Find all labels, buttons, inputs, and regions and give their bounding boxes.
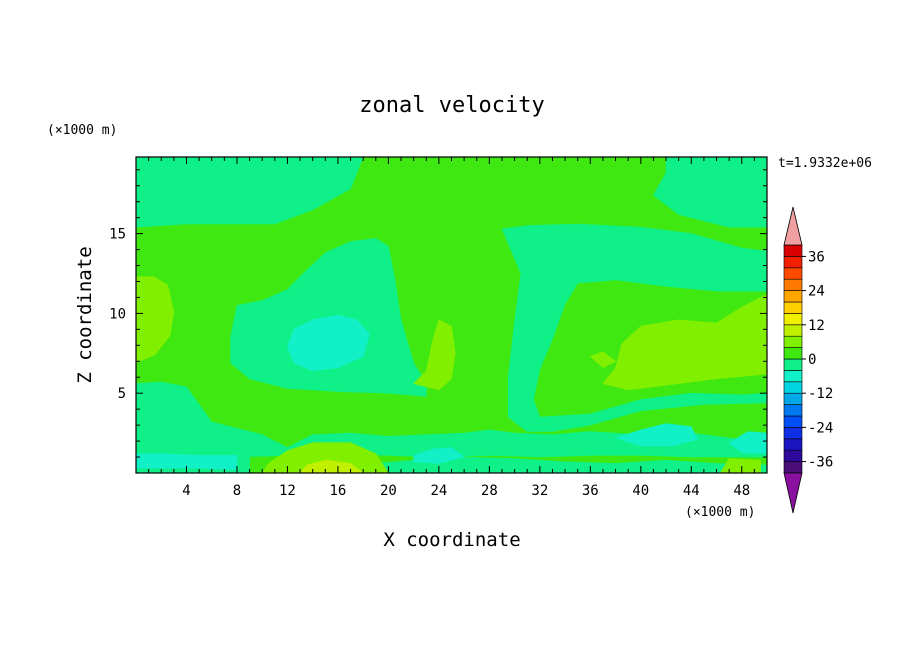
- colorbar-swatch: [783, 370, 803, 383]
- y-axis-label: Z coordinate: [74, 246, 96, 383]
- y-tick-label: 5: [118, 386, 126, 402]
- x-tick-label: 28: [481, 483, 498, 499]
- colorbar-swatch: [783, 267, 803, 280]
- colorbar-swatch: [783, 449, 803, 462]
- contour-region-9: [136, 453, 238, 471]
- colorbar-swatch: [783, 358, 803, 371]
- colorbar-swatch: [783, 461, 803, 474]
- colorbar-swatch: [783, 427, 803, 440]
- colorbar-tick-label: 24: [808, 284, 825, 300]
- colorbar-swatch: [783, 381, 803, 394]
- colorbar-swatch: [783, 347, 803, 360]
- x-tick-label: 20: [380, 483, 397, 499]
- x-unit-label: (×1000 m): [685, 505, 755, 520]
- contour-region-11: [615, 423, 698, 447]
- contour-region-10: [413, 447, 465, 464]
- colorbar-swatch: [783, 301, 803, 314]
- z-unit-label: (×1000 m): [47, 123, 117, 138]
- colorbar-swatch: [783, 244, 803, 257]
- contour-region-19: [299, 459, 364, 473]
- x-tick-label: 12: [279, 483, 296, 499]
- x-tick-label: 44: [683, 483, 700, 499]
- plot-area: [136, 157, 767, 473]
- x-axis: 4 8 12 16 20 24 28 32 36 40 44 48: [148, 157, 755, 499]
- colorbar-over-arrow: [783, 206, 803, 246]
- contour-region-18: [719, 458, 762, 473]
- colorbar-swatch: [783, 415, 803, 428]
- colorbar-swatch: [783, 313, 803, 326]
- colorbar-swatch: [783, 256, 803, 269]
- x-tick-label: 16: [329, 483, 346, 499]
- y-axis: 5 10 15: [109, 169, 767, 458]
- colorbar-swatch: [783, 438, 803, 451]
- contour-region-16: [589, 351, 616, 369]
- colorbar: 36 24 12 0 -12 -24 -36: [783, 206, 833, 514]
- colorbar-swatch: [783, 404, 803, 417]
- y-tick-label: 15: [109, 227, 126, 243]
- x-tick-label: 48: [733, 483, 750, 499]
- contour-region-8: [287, 314, 370, 372]
- y-tick-label: 10: [109, 306, 126, 322]
- contour-region-14: [413, 319, 456, 391]
- colorbar-tick-label: 36: [808, 249, 825, 265]
- colorbar-swatch: [783, 392, 803, 405]
- x-tick-label: 36: [582, 483, 599, 499]
- colorbar-tick-label: -24: [808, 420, 833, 436]
- colorbar-swatch: [783, 335, 803, 348]
- colorbar-tick-label: 12: [808, 318, 825, 334]
- x-tick-label: 40: [632, 483, 649, 499]
- colorbar-under-arrow: [783, 472, 803, 514]
- x-tick-label: 8: [233, 483, 241, 499]
- time-label: t=1.9332e+06: [778, 156, 872, 171]
- colorbar-tick-label: 0: [808, 352, 816, 368]
- contour-region-3: [501, 223, 767, 432]
- contour-region-1: [136, 157, 364, 228]
- colorbar-tick-label: -36: [808, 455, 833, 471]
- x-axis-label: X coordinate: [383, 529, 520, 551]
- colorbar-swatch: [783, 324, 803, 337]
- colorbar-swatch: [783, 278, 803, 291]
- x-tick-label: 32: [531, 483, 548, 499]
- contour-region-2: [653, 157, 767, 228]
- chart-title: zonal velocity: [359, 93, 544, 118]
- colorbar-swatch: [783, 290, 803, 303]
- contour-region-15: [602, 293, 767, 391]
- contour-region-17: [261, 442, 389, 473]
- contour-region-13: [136, 276, 175, 364]
- contour-region-12: [728, 431, 767, 455]
- colorbar-tick-label: -12: [808, 386, 833, 402]
- x-tick-label: 24: [430, 483, 447, 499]
- x-tick-label: 4: [182, 483, 190, 499]
